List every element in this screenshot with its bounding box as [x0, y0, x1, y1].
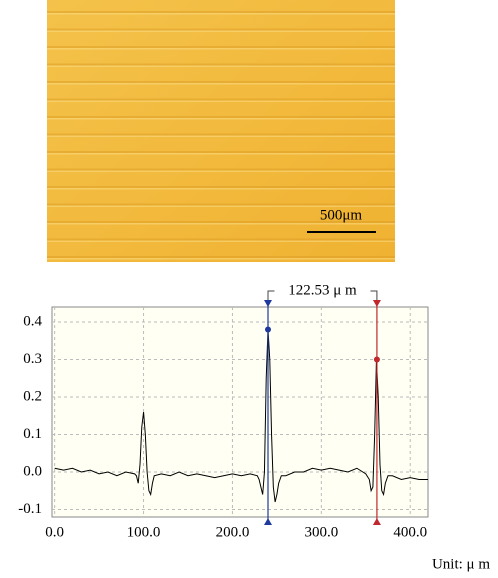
plot-area — [51, 306, 429, 518]
scale-bar-label: 500μm — [320, 207, 363, 223]
x-tick-label: 400.0 — [393, 524, 427, 540]
cursor-top-marker — [372, 300, 381, 307]
span-bracket — [267, 290, 378, 300]
x-tick-label: 100.0 — [127, 524, 161, 540]
micrograph-stripes — [47, 0, 395, 262]
x-tick-label: 300.0 — [304, 524, 338, 540]
y-tick-label: -0.1 — [18, 501, 42, 517]
cursor-bottom-marker — [264, 518, 272, 525]
y-tick-label: 0.3 — [23, 351, 42, 367]
y-tick-label: 0.1 — [23, 426, 42, 442]
cursor-point — [373, 356, 380, 363]
unit-label: Unit: μ m — [432, 556, 490, 572]
cursor-point — [265, 326, 271, 333]
profile-line — [54, 329, 428, 503]
y-tick-label: 0.4 — [23, 313, 42, 329]
x-tick-label: 0.0 — [45, 524, 64, 540]
cursor-bottom-marker — [372, 518, 381, 525]
x-tick-label: 200.0 — [216, 524, 250, 540]
cursor-top-marker — [264, 300, 272, 307]
span-label: 122.53 μ m — [288, 282, 357, 298]
y-tick-label: 0.2 — [23, 388, 42, 404]
y-tick-label: 0.0 — [23, 463, 42, 479]
